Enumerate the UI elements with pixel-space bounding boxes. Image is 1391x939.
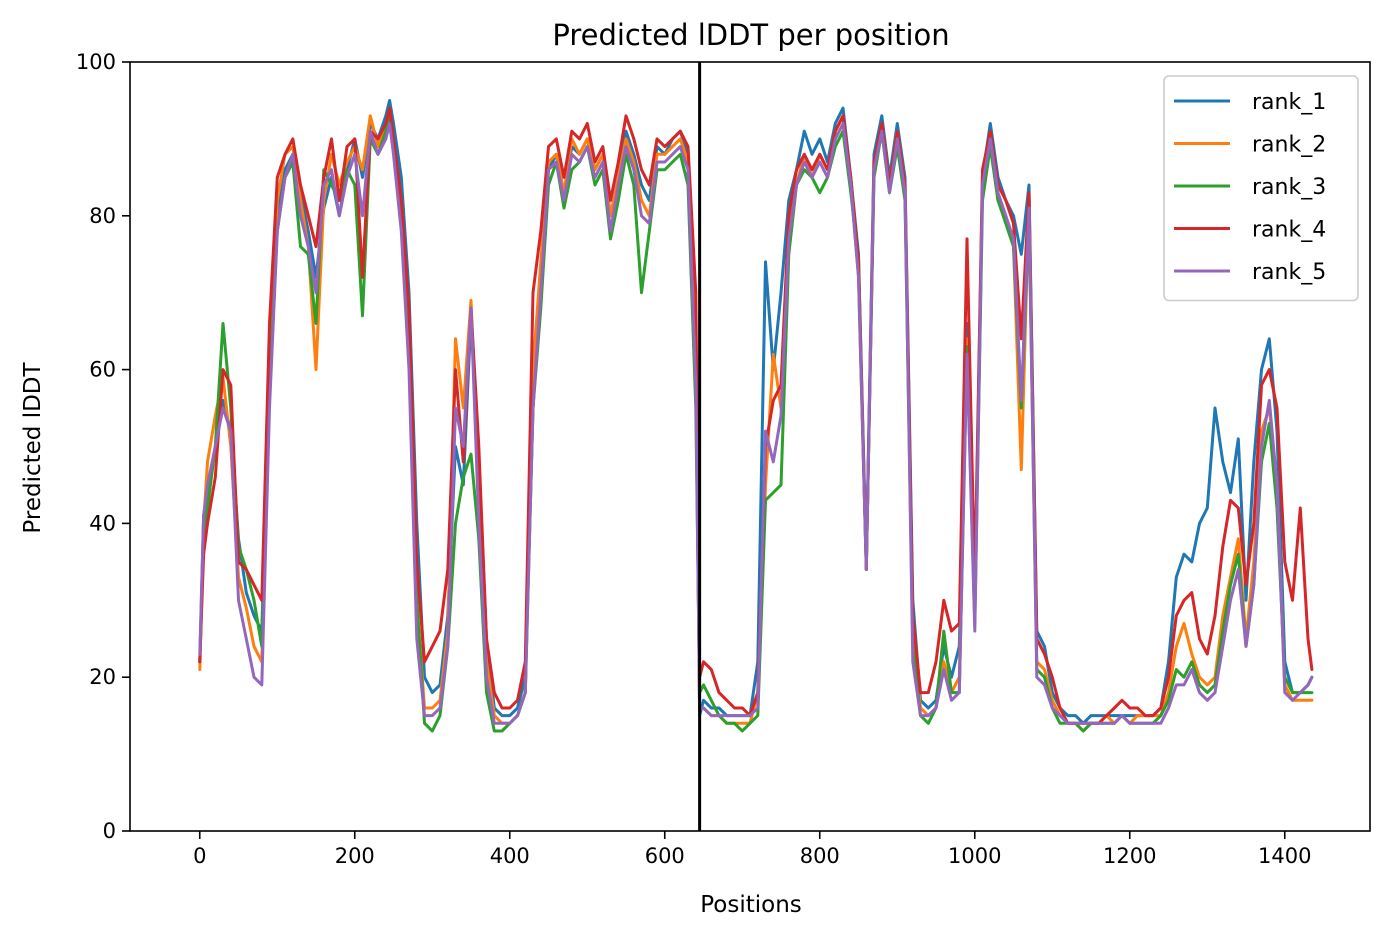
series-group — [198, 99, 1314, 733]
y-tick-label: 40 — [89, 511, 116, 535]
legend-label: rank_2 — [1252, 133, 1326, 158]
y-axis-label: Predicted lDDT — [20, 361, 46, 533]
x-tick-label: 800 — [800, 844, 840, 868]
y-tick-label: 60 — [89, 358, 116, 382]
series-line-rank-4 — [198, 106, 1314, 725]
x-axis-ticks: 0 200 400 600 800 1000 1200 1400 — [193, 831, 1311, 868]
x-tick-label: 1000 — [948, 844, 1001, 868]
y-tick-label: 0 — [103, 819, 116, 843]
legend-box — [1163, 75, 1359, 302]
legend-label: rank_1 — [1252, 90, 1326, 115]
series-line-rank-5 — [198, 122, 1314, 725]
y-tick-label: 20 — [89, 665, 116, 689]
y-tick-label: 80 — [89, 204, 116, 228]
x-axis-label: Positions — [700, 892, 802, 918]
x-tick-label: 400 — [490, 844, 530, 868]
plot-frame — [129, 61, 1371, 832]
y-axis-ticks: 0 20 40 60 80 100 — [76, 50, 130, 843]
x-tick-label: 200 — [335, 844, 375, 868]
legend: rank_1 rank_2 rank_3 rank_4 rank_5 — [1163, 75, 1359, 302]
chart-title: Predicted lDDT per position — [552, 18, 949, 52]
x-tick-label: 600 — [645, 844, 685, 868]
legend-label: rank_3 — [1252, 175, 1326, 200]
x-tick-label: 0 — [193, 844, 206, 868]
legend-label: rank_4 — [1252, 218, 1326, 243]
legend-label: rank_5 — [1252, 260, 1326, 285]
x-tick-label: 1400 — [1258, 844, 1311, 868]
y-tick-label: 100 — [76, 50, 116, 74]
x-tick-label: 1200 — [1103, 844, 1156, 868]
